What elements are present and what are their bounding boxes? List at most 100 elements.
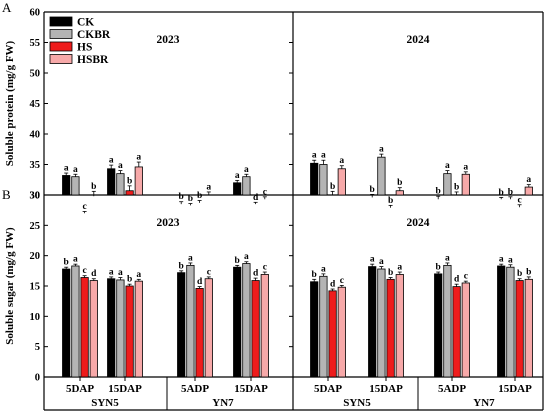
year-label: 2023 <box>157 217 180 229</box>
significance-letter: c <box>517 195 521 205</box>
significance-letter: a <box>118 161 123 171</box>
legend-label: HS <box>77 42 92 54</box>
year-label: 2024 <box>407 34 430 46</box>
bar <box>310 162 319 196</box>
bar <box>310 281 319 378</box>
bar <box>71 265 80 378</box>
significance-letter: b <box>388 196 393 206</box>
year-label: 2024 <box>407 217 430 229</box>
significance-letter: b <box>436 187 441 197</box>
y-tick-label: 35 <box>30 160 41 171</box>
y-tick-label: 30 <box>30 191 41 202</box>
legend-swatch <box>49 41 73 52</box>
x-tick-label: 5ADP <box>438 383 466 395</box>
significance-letter: c <box>263 263 267 273</box>
significance-letter: a <box>321 151 326 161</box>
bar-layer <box>49 16 533 378</box>
bar <box>443 173 452 196</box>
y-tick-label: 0 <box>35 373 40 384</box>
significance-letter: b <box>508 187 513 197</box>
y-tick-label: 60 <box>30 8 41 19</box>
bar <box>395 274 404 378</box>
significance-letter: a <box>321 264 326 274</box>
significance-letter: b <box>436 263 441 273</box>
significance-letter: a <box>73 165 78 175</box>
bar <box>116 279 125 378</box>
significance-letter: a <box>463 162 468 172</box>
significance-letter: a <box>244 165 249 175</box>
significance-letter: d <box>454 275 460 285</box>
y-tick-label: 55 <box>30 38 41 49</box>
significance-letter: b <box>526 267 531 277</box>
significance-letter: b <box>312 270 317 280</box>
significance-letter: c <box>464 272 468 282</box>
significance-letter: b <box>91 182 96 192</box>
x-tick-label: 5DAP <box>314 383 342 395</box>
x-tick-label: 15DAP <box>369 383 403 395</box>
bar <box>461 282 470 378</box>
x-tick-label: 15DAP <box>108 383 142 395</box>
significance-letter: a <box>445 253 450 263</box>
bar <box>524 186 533 196</box>
panel-letter: A <box>2 0 12 15</box>
significance-letter: a <box>136 270 141 280</box>
significance-letter: a <box>118 268 123 278</box>
significance-letter: c <box>340 276 344 286</box>
bar <box>337 286 346 378</box>
bar <box>116 173 125 196</box>
significance-letter: a <box>370 255 375 265</box>
bar <box>506 266 515 378</box>
y-tick-label: 40 <box>30 130 41 141</box>
cultivar-label: SYN5 <box>91 397 119 409</box>
bar <box>386 278 395 378</box>
legend-label: HSBR <box>77 54 109 66</box>
bar <box>62 175 71 196</box>
year-label: 2023 <box>157 34 180 46</box>
significance-letter: c <box>82 266 86 276</box>
bar <box>242 176 251 196</box>
bar <box>233 266 242 378</box>
significance-letter: d <box>197 277 203 287</box>
legend-swatch <box>49 29 73 39</box>
bar <box>134 166 143 196</box>
bar <box>452 286 461 378</box>
significance-letter: b <box>397 178 402 188</box>
bar <box>443 264 452 378</box>
significance-letter: b <box>179 261 184 271</box>
bar <box>125 190 134 196</box>
bar <box>524 278 533 378</box>
significance-letter: a <box>136 153 141 163</box>
legend-swatch <box>49 54 73 64</box>
bar <box>515 280 524 378</box>
bar <box>107 278 116 378</box>
y-axis-label: Soluble sugar (mg/g FW) <box>4 227 16 345</box>
y-tick-label: 5 <box>35 342 40 353</box>
significance-letter: a <box>499 255 504 265</box>
y-tick-label: 30 <box>30 191 41 202</box>
significance-letter: b <box>388 268 393 278</box>
bar <box>242 263 251 378</box>
significance-letter: a <box>379 145 384 155</box>
bar <box>377 268 386 378</box>
significance-letter: b <box>499 188 504 198</box>
x-tick-label: 5ADP <box>181 383 209 395</box>
cultivar-label: YN7 <box>473 397 495 409</box>
legend-label: CK <box>77 17 94 29</box>
significance-letter: d <box>253 269 259 279</box>
significance-letter: b <box>188 194 193 204</box>
significance-letter: b <box>179 192 184 202</box>
significance-letter: b <box>197 191 202 201</box>
y-tick-label: 50 <box>30 69 41 80</box>
bar <box>319 275 328 378</box>
y-tick-label: 20 <box>30 251 41 262</box>
significance-letter: a <box>339 156 344 166</box>
panel-letter: B <box>2 187 11 202</box>
significance-letter: b <box>127 176 132 186</box>
bar <box>328 290 337 378</box>
significance-letter: b <box>370 185 375 195</box>
significance-letter: c <box>263 187 267 197</box>
significance-letter: a <box>64 164 69 174</box>
significance-letter: c <box>207 267 211 277</box>
